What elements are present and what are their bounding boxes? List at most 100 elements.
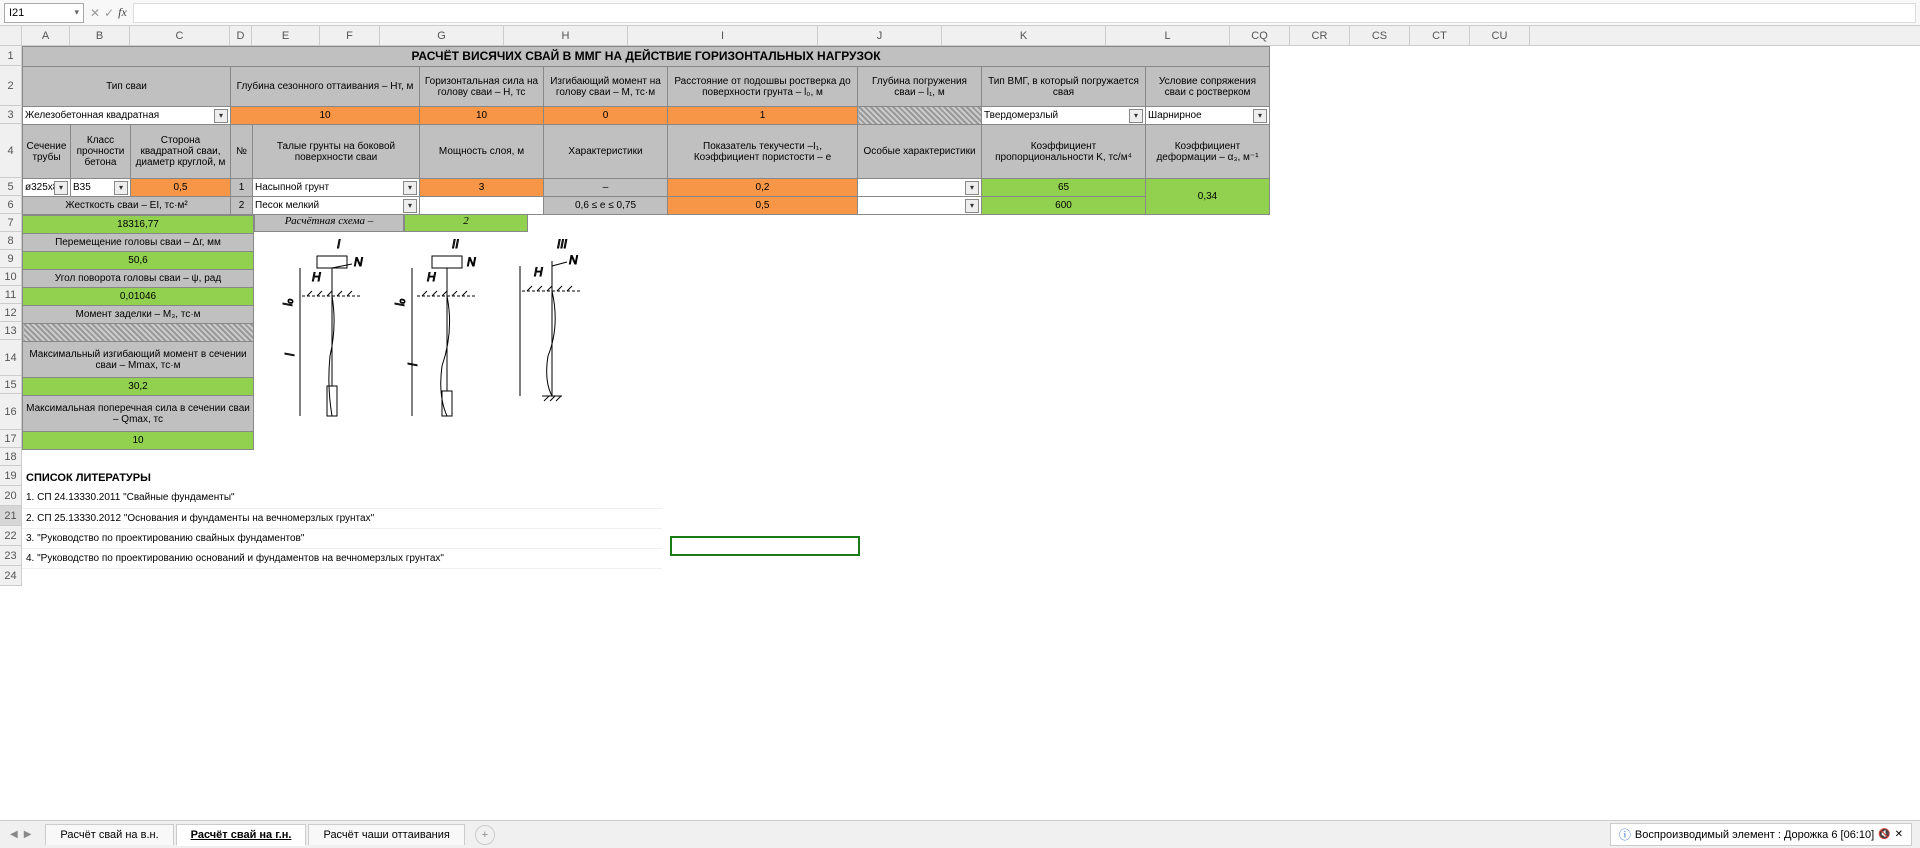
row-header-23[interactable]: 23 <box>0 546 22 566</box>
hdr-num: № <box>231 125 253 179</box>
row-header-24[interactable]: 24 <box>0 566 22 586</box>
column-header-E[interactable]: E <box>252 26 320 45</box>
tab-next-icon[interactable]: ▶ <box>22 827 34 842</box>
row-header-11[interactable]: 11 <box>0 286 22 304</box>
formula-input[interactable] <box>133 3 1916 23</box>
row-header-13[interactable]: 13 <box>0 322 22 340</box>
soil2-select[interactable]: Песок мелкий <box>253 197 420 215</box>
joint-select[interactable]: Шарнирное <box>1146 107 1270 125</box>
sheet-tab-3[interactable]: Расчёт чаши оттаивания <box>308 824 464 845</box>
column-header-K[interactable]: K <box>942 26 1106 45</box>
side-value[interactable]: 0,5 <box>131 179 231 197</box>
selected-cell[interactable] <box>670 536 860 556</box>
close-icon[interactable]: ✕ <box>1895 829 1903 840</box>
row-header-8[interactable]: 8 <box>0 232 22 250</box>
select-all-corner[interactable] <box>0 26 22 45</box>
column-header-H[interactable]: H <box>504 26 628 45</box>
column-header-CS[interactable]: CS <box>1350 26 1410 45</box>
row-header-10[interactable]: 10 <box>0 268 22 286</box>
section-select[interactable]: ø325x8 <box>23 179 71 197</box>
row-header-1[interactable]: 1 <box>0 46 22 66</box>
sheet-tab-1[interactable]: Расчёт свай на в.н. <box>45 824 173 845</box>
tab-prev-icon[interactable]: ◀ <box>8 827 20 842</box>
svg-text:H: H <box>312 270 321 284</box>
row-header-3[interactable]: 3 <box>0 106 22 124</box>
column-header-A[interactable]: A <box>22 26 70 45</box>
pile-type-select[interactable]: Железобетонная квадратная <box>23 107 231 125</box>
info-icon: ⓘ <box>1619 826 1631 843</box>
row-header-15[interactable]: 15 <box>0 376 22 394</box>
fx-icon[interactable]: fx <box>118 5 127 20</box>
max-moment-label: Максимальный изгибающий момент в сечении… <box>23 342 254 378</box>
column-header-G[interactable]: G <box>380 26 504 45</box>
vmg-select[interactable]: Твердомерзлый <box>982 107 1146 125</box>
soil1-select[interactable]: Насыпной грунт <box>253 179 420 197</box>
ref-4: 4. "Руководство по проектированию основа… <box>22 548 662 568</box>
row-header-22[interactable]: 22 <box>0 526 22 546</box>
layer2-value[interactable] <box>420 197 544 215</box>
mute-icon[interactable]: 🔇 <box>1878 829 1890 840</box>
accept-icon[interactable]: ✓ <box>104 6 114 20</box>
hdr-char: Характеристики <box>544 125 668 179</box>
row-header-9[interactable]: 9 <box>0 250 22 268</box>
rotation-value: 0,01046 <box>23 288 254 306</box>
column-header-CR[interactable]: CR <box>1290 26 1350 45</box>
dist-value[interactable]: 1 <box>668 107 858 125</box>
hforce-value[interactable]: 10 <box>420 107 544 125</box>
hdr-joint: Условие сопряжения сваи с ростверком <box>1146 67 1270 107</box>
class-select[interactable]: B35 <box>71 179 131 197</box>
table-title: РАСЧЁТ ВИСЯЧИХ СВАЙ В ММГ НА ДЕЙСТВИЕ ГО… <box>23 47 1270 67</box>
moment-fix-value <box>23 324 254 342</box>
embed-value[interactable] <box>858 107 982 125</box>
column-header-C[interactable]: C <box>130 26 230 45</box>
spec1-select[interactable] <box>858 179 982 197</box>
row-header-18[interactable]: 18 <box>0 448 22 466</box>
thaw-value[interactable]: 10 <box>231 107 420 125</box>
row-header-16[interactable]: 16 <box>0 394 22 430</box>
row-num-1: 1 <box>231 179 253 197</box>
hdr-side: Сторона квадратной сваи, диаметр круглой… <box>131 125 231 179</box>
svg-text:H: H <box>427 270 436 284</box>
diagram-label-1: I <box>337 237 341 251</box>
row-header-19[interactable]: 19 <box>0 466 22 486</box>
svg-text:lₒ: lₒ <box>282 298 295 306</box>
flow2-value[interactable]: 0,5 <box>668 197 858 215</box>
row-header-5[interactable]: 5 <box>0 178 22 196</box>
name-box[interactable]: I21 <box>4 3 84 23</box>
row-header-4[interactable]: 4 <box>0 124 22 178</box>
scheme-value: 2 <box>404 214 528 232</box>
sheet-tab-2[interactable]: Расчёт свай на г.н. <box>176 824 307 846</box>
layer1-value[interactable]: 3 <box>420 179 544 197</box>
cancel-icon[interactable]: ✕ <box>90 6 100 20</box>
column-header-CT[interactable]: CT <box>1410 26 1470 45</box>
add-sheet-button[interactable]: + <box>475 825 495 845</box>
calculation-table: РАСЧЁТ ВИСЯЧИХ СВАЙ В ММГ НА ДЕЙСТВИЕ ГО… <box>22 46 1270 215</box>
sheet-tabs-bar: ◀ ▶ Расчёт свай на в.н. Расчёт свай на г… <box>0 820 1920 848</box>
tab-navigation[interactable]: ◀ ▶ <box>8 827 33 842</box>
column-header-B[interactable]: B <box>70 26 130 45</box>
column-header-I[interactable]: I <box>628 26 818 45</box>
row-header-20[interactable]: 20 <box>0 486 22 506</box>
max-shear-value: 10 <box>23 432 254 450</box>
spec2-select[interactable] <box>858 197 982 215</box>
column-header-CQ[interactable]: CQ <box>1230 26 1290 45</box>
row-header-12[interactable]: 12 <box>0 304 22 322</box>
media-status[interactable]: ⓘ Воспроизводимый элемент : Дорожка 6 [0… <box>1610 823 1912 846</box>
row-header-21[interactable]: 21 <box>0 506 22 526</box>
column-header-F[interactable]: F <box>320 26 380 45</box>
row-header-17[interactable]: 17 <box>0 430 22 448</box>
column-header-CU[interactable]: CU <box>1470 26 1530 45</box>
stiffness-label: Жесткость сваи – EI, тс·м² <box>23 197 231 215</box>
column-header-L[interactable]: L <box>1106 26 1230 45</box>
char2-value: 0,6 ≤ e ≤ 0,75 <box>544 197 668 215</box>
flow1-value[interactable]: 0,2 <box>668 179 858 197</box>
column-header-D[interactable]: D <box>230 26 252 45</box>
moment-value[interactable]: 0 <box>544 107 668 125</box>
row-header-2[interactable]: 2 <box>0 66 22 106</box>
hdr-dist: Расстояние от подошвы ростверка до повер… <box>668 67 858 107</box>
row-header-7[interactable]: 7 <box>0 214 22 232</box>
column-header-J[interactable]: J <box>818 26 942 45</box>
ref-2: 2. СП 25.13330.2012 "Основания и фундаме… <box>22 508 662 528</box>
row-header-14[interactable]: 14 <box>0 340 22 376</box>
row-header-6[interactable]: 6 <box>0 196 22 214</box>
